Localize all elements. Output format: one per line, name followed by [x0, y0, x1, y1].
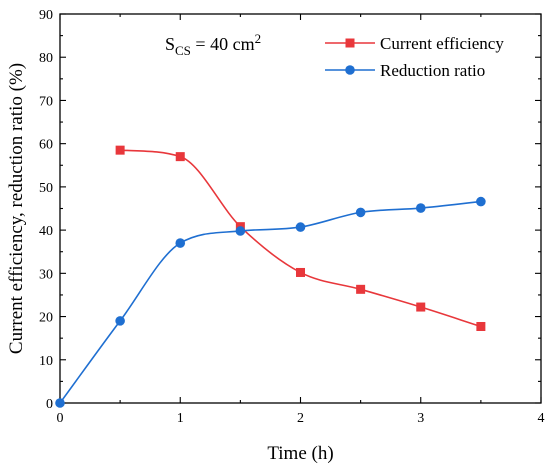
reduction-ratio-point [295, 222, 306, 232]
y-tick-label: 0 [46, 397, 53, 412]
y-tick-label: 60 [39, 138, 53, 153]
reduction-ratio-point [235, 226, 246, 236]
y-tick-label: 90 [39, 8, 53, 23]
y-tick-label: 80 [39, 51, 53, 66]
reduction-ratio-point [415, 203, 426, 213]
x-tick-label: 1 [177, 411, 184, 426]
reduction-ratio-point [175, 238, 186, 248]
y-tick-label: 30 [39, 267, 53, 282]
annotation-scs: SCS = 40 cm2 [165, 31, 261, 58]
reduction-ratio-point [355, 207, 366, 218]
reduction-ratio-legend-marker [345, 65, 355, 75]
annotation-middle: = 40 cm [191, 34, 255, 54]
current-efficiency-point [175, 152, 185, 162]
y-tick-label: 40 [39, 224, 53, 239]
current-efficiency-legend-marker [345, 38, 355, 48]
reduction-ratio-legend-label: Reduction ratio [380, 61, 485, 80]
y-axis-title: Current efficiency, reduction ratio (%) [6, 63, 27, 354]
current-efficiency-line [120, 149, 482, 328]
current-efficiency-point [115, 145, 125, 155]
series-layer [55, 145, 486, 408]
reduction-ratio-point [115, 316, 125, 326]
x-tick-label: 0 [57, 411, 64, 426]
y-tick-label: 20 [39, 311, 53, 326]
current-efficiency-point [476, 321, 486, 331]
reduction-ratio-point [55, 398, 65, 408]
y-tick-label: 10 [39, 354, 53, 369]
reduction-ratio-line [59, 200, 481, 404]
x-tick-label: 3 [417, 411, 424, 426]
current-efficiency-point [296, 267, 305, 277]
x-tick-label: 4 [538, 411, 545, 426]
x-axis-title: Time (h) [267, 443, 333, 464]
legend: Current efficiency Reduction ratio [325, 34, 504, 80]
current-efficiency-point [356, 284, 366, 294]
current-efficiency-point [416, 302, 426, 312]
annotation-subscript: CS [175, 43, 191, 58]
y-tick-label: 50 [39, 181, 53, 196]
annotation-superscript: 2 [255, 31, 262, 46]
annotation-prefix: S [165, 34, 175, 54]
y-tick-label: 70 [39, 94, 53, 109]
current-efficiency-legend-label: Current efficiency [380, 34, 504, 53]
reduction-ratio-point [476, 196, 486, 207]
x-tick-label: 2 [297, 411, 304, 426]
